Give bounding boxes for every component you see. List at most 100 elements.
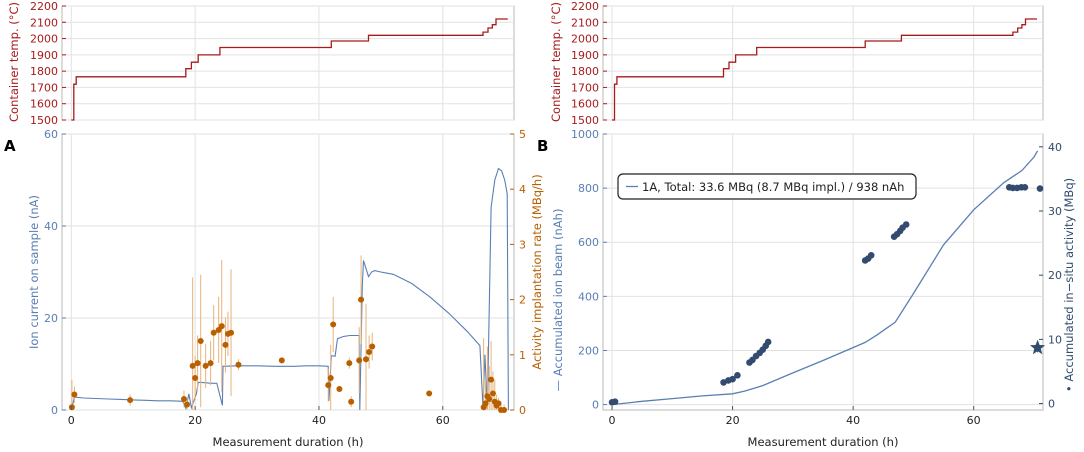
accumulated-beam-line xyxy=(611,150,1039,406)
rate-point xyxy=(127,397,134,404)
temp-a-series-line xyxy=(71,18,508,121)
rate-point xyxy=(228,329,235,336)
rate-point xyxy=(68,404,75,411)
rate-point xyxy=(366,349,373,356)
rate-point xyxy=(325,382,332,389)
ia-xticklabel-0: 0 xyxy=(68,414,75,427)
ab-y2-ticklabel-0: 0 xyxy=(1048,398,1055,411)
activity-point xyxy=(902,221,910,228)
rate-point xyxy=(336,386,343,393)
rate-point xyxy=(489,390,496,397)
ta-ticklabel-2200: 2200 xyxy=(30,0,58,13)
activity-point xyxy=(867,252,875,259)
ia-y-ticklabel-40: 40 xyxy=(44,220,58,233)
ta-ticklabel-2000: 2000 xyxy=(30,33,58,46)
tb-ticklabel-2000: 2000 xyxy=(571,33,599,46)
rate-point xyxy=(501,407,508,413)
rate-point xyxy=(327,374,334,381)
temp-b-ylabel: Container temp. (°C) xyxy=(549,2,563,122)
activity-point xyxy=(1021,183,1029,191)
ab-y2-ticklabel-40: 40 xyxy=(1048,141,1062,154)
ab-y2-ticklabel-20: 20 xyxy=(1048,269,1062,282)
rate-point xyxy=(348,398,355,405)
ab-y-ticklabel-1000: 1000 xyxy=(571,128,599,141)
ia-xticklabel-20: 20 xyxy=(188,414,202,427)
rate-point xyxy=(356,357,363,364)
tb-ticklabel-1500: 1500 xyxy=(571,114,599,127)
ab-y2-ticklabel-10: 10 xyxy=(1048,333,1062,346)
temp-a-ylabel: Container temp. (°C) xyxy=(7,2,21,122)
ion-a-ylabel: Ion current on sample (nA) xyxy=(27,195,41,349)
ta-ticklabel-2100: 2100 xyxy=(30,16,58,29)
ion-a-frame xyxy=(61,133,515,411)
panel-label-a: A xyxy=(4,137,16,155)
temp-a-frame xyxy=(61,5,515,121)
ta-ticklabel-1900: 1900 xyxy=(30,49,58,62)
ta-ticklabel-1800: 1800 xyxy=(30,65,58,78)
rate-point xyxy=(330,321,337,328)
ia-y2-ticklabel-0: 0 xyxy=(519,404,526,417)
ab-xticklabel-60: 60 xyxy=(967,414,981,427)
ab-y-ticklabel-600: 600 xyxy=(578,236,599,249)
activity-point xyxy=(611,398,619,405)
ab-y-ticklabel-0: 0 xyxy=(592,399,599,412)
tb-ticklabel-1800: 1800 xyxy=(571,65,599,78)
implanted-activity-star xyxy=(1030,339,1046,355)
ab-xticklabel-40: 40 xyxy=(846,414,860,427)
ia-y-ticklabel-60: 60 xyxy=(44,128,58,141)
ion-a-xlabel: Measurement duration (h) xyxy=(213,435,364,449)
rate-point xyxy=(189,362,196,369)
ta-ticklabel-1600: 1600 xyxy=(30,98,58,111)
rate-point xyxy=(235,361,242,368)
rate-point xyxy=(71,391,78,398)
panel-label-b: B xyxy=(537,137,548,155)
rate-point xyxy=(495,400,502,407)
ab-y-ticklabel-800: 800 xyxy=(578,182,599,195)
ab-xticklabel-0: 0 xyxy=(609,414,616,427)
rate-point xyxy=(222,341,229,348)
rate-point xyxy=(184,401,191,408)
ia-xticklabel-60: 60 xyxy=(436,414,450,427)
ia-y2-ticklabel-1: 1 xyxy=(519,349,526,362)
legend-label: 1A, Total: 33.6 MBq (8.7 MBq impl.) / 93… xyxy=(642,180,904,194)
rate-point xyxy=(180,395,187,402)
rate-point xyxy=(192,374,199,381)
ia-y2-ticklabel-5: 5 xyxy=(519,128,526,141)
ia-y-ticklabel-20: 20 xyxy=(44,312,58,325)
tb-ticklabel-1900: 1900 xyxy=(571,49,599,62)
ia-y2-ticklabel-3: 3 xyxy=(519,238,526,251)
acc-b-y2label: • Accumulated in−situ activity (MBq) xyxy=(1062,178,1076,392)
tb-ticklabel-2200: 2200 xyxy=(571,0,599,13)
ia-y2-ticklabel-4: 4 xyxy=(519,183,526,196)
acc-b-ylabel: — Accumulated ion beam (nAh) xyxy=(551,209,565,392)
legend: 1A, Total: 33.6 MBq (8.7 MBq impl.) / 93… xyxy=(617,173,917,200)
ab-y2-ticklabel-30: 30 xyxy=(1048,205,1062,218)
ia-y-ticklabel-0: 0 xyxy=(51,404,58,417)
temp-a-chart: 1500 1600 1700 1800 1900 2000 2100 2200 Contain… xyxy=(7,0,515,127)
rate-point xyxy=(488,376,495,383)
rate-point xyxy=(346,360,353,367)
ab-xticklabel-20: 20 xyxy=(726,414,740,427)
rate-point xyxy=(218,323,225,330)
rate-point xyxy=(426,390,433,397)
rate-point xyxy=(358,296,365,303)
tb-ticklabel-2100: 2100 xyxy=(571,16,599,29)
activity-point xyxy=(729,375,736,383)
temp-b-series-line xyxy=(612,18,1037,121)
rate-point xyxy=(363,356,370,363)
tb-ticklabel-1700: 1700 xyxy=(571,81,599,94)
rate-point xyxy=(278,357,285,364)
ab-y-ticklabel-400: 400 xyxy=(578,290,599,303)
ion-a-y2label: Activity implantation rate (MBq/h) xyxy=(530,174,544,369)
ta-ticklabel-1500: 1500 xyxy=(30,114,58,127)
rate-point xyxy=(197,338,204,344)
legend-box xyxy=(617,173,917,200)
temp-b-chart: 1500 1600 1700 1800 1900 2000 2100 2200 Contain… xyxy=(549,0,1044,127)
ta-ticklabel-1700: 1700 xyxy=(30,81,58,94)
activity-point xyxy=(734,372,741,379)
ia-y2-ticklabel-2: 2 xyxy=(519,294,526,307)
rate-point xyxy=(486,395,493,402)
temp-b-frame xyxy=(602,5,1044,121)
